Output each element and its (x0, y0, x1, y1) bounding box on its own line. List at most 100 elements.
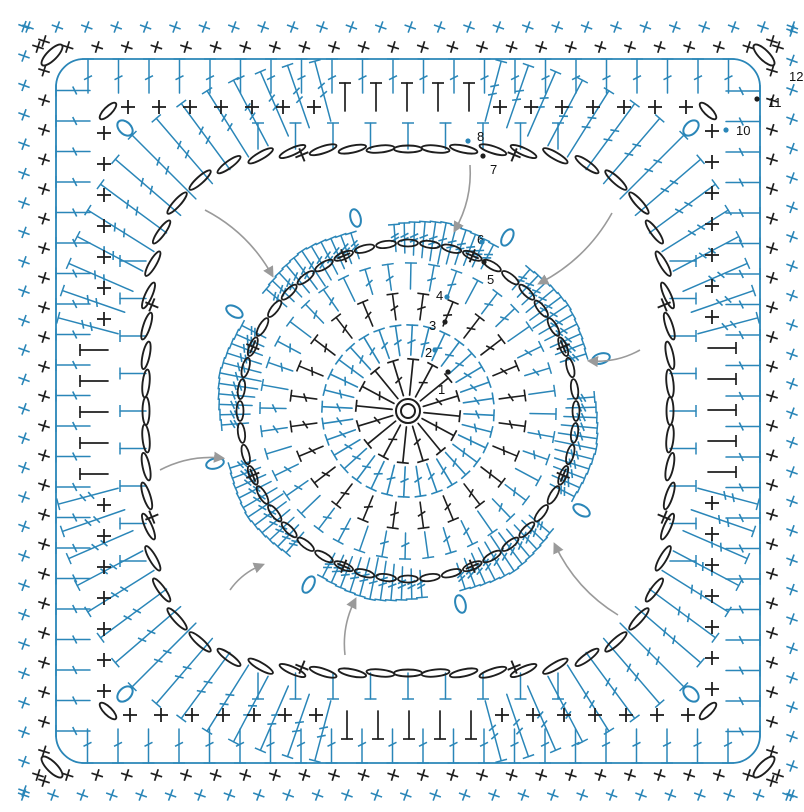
chain-stitch-icon (166, 607, 188, 631)
dc-stitch-icon (310, 466, 336, 489)
chain-stitch-icon (698, 701, 718, 721)
sc-stitch-icon (507, 660, 521, 674)
tr-stitch-icon (505, 62, 535, 129)
tr-stitch-icon (281, 693, 311, 760)
chain-stitch-icon (482, 549, 502, 564)
corner-fan (484, 58, 761, 335)
sc-stitch-icon (555, 100, 569, 114)
tr-stitch-icon (513, 524, 542, 554)
hdc-stitch-icon (464, 277, 484, 305)
tr-stitch-icon (526, 68, 562, 137)
sc-stitch-icon (766, 656, 778, 669)
hdc-stitch-icon (669, 367, 697, 380)
chain-stitch-icon (140, 311, 154, 341)
sc-stitch-icon (298, 41, 311, 53)
dc-stitch-icon (55, 511, 91, 524)
sc-stitch-icon (705, 527, 719, 541)
sc-stitch-icon (47, 789, 59, 801)
sc-stitch-icon (712, 41, 725, 53)
sc-stitch-icon (18, 344, 30, 356)
sc-stitch-icon (51, 21, 64, 33)
tr-stitch-icon (398, 222, 411, 254)
hdc-stitch-icon (707, 466, 737, 478)
sc-stitch-icon (766, 479, 778, 491)
tr-stitch-icon (227, 76, 269, 147)
sc-stitch-icon (786, 436, 798, 449)
hdc-stitch-icon (669, 292, 697, 305)
sc-stitch-icon (135, 789, 148, 801)
sc-stitch-icon (18, 432, 30, 445)
dc-stitch-icon (204, 58, 216, 94)
sc-stitch-icon (705, 620, 719, 634)
hdc-stitch-icon (119, 442, 147, 455)
dc-stitch-icon (358, 380, 395, 405)
chain-stitch-icon (240, 356, 251, 379)
sc-stitch-icon (38, 331, 50, 343)
dc-stitch-icon (358, 333, 381, 364)
chain-stitch-icon (240, 443, 251, 466)
sc-stitch-icon (766, 745, 778, 758)
dc-stitch-icon (725, 725, 761, 738)
dc-stitch-icon (55, 572, 91, 585)
sc-stitch-icon (169, 21, 181, 33)
dc-stitch-icon (324, 429, 357, 446)
sc-stitch-icon (521, 21, 534, 33)
dc-stitch-icon (725, 85, 761, 97)
sc-stitch-icon (18, 20, 30, 33)
round-label-7: 7 (490, 162, 497, 177)
dc-stitch-icon (310, 334, 336, 356)
dc-stitch-icon (399, 532, 412, 560)
tr-stitch-icon (456, 562, 472, 592)
chain-stitch-icon (591, 352, 611, 365)
sc-stitch-icon (786, 377, 798, 390)
tr-stitch-icon (563, 411, 598, 424)
sc-stitch-icon (705, 217, 719, 231)
sc-stitch-icon (766, 627, 778, 639)
hdc-stitch-icon (79, 344, 109, 356)
hdc-stitch-icon (434, 710, 446, 740)
dc-stitch-icon (397, 466, 410, 498)
sc-stitch-icon (298, 769, 311, 781)
dc-stitch-icon (203, 728, 216, 764)
sc-stitch-icon (650, 708, 664, 722)
tr-stitch-icon (553, 457, 592, 475)
sc-stitch-icon (164, 789, 177, 801)
sc-stitch-icon (446, 769, 459, 781)
tr-stitch-icon (238, 319, 267, 339)
sc-stitch-icon (252, 789, 265, 801)
chain-stitch-icon (151, 219, 172, 245)
dc-stitch-icon (498, 389, 527, 402)
hdc-stitch-icon (529, 407, 557, 420)
dc-stitch-icon (356, 728, 368, 764)
dc-stitch-icon (359, 266, 374, 295)
sc-stitch-icon (639, 21, 652, 33)
chain-stitch-icon (144, 250, 162, 277)
chain-stitch-icon (628, 191, 650, 215)
chain-stitch-icon (569, 422, 580, 444)
chain-stitch-icon (509, 144, 538, 159)
dc-stitch-icon (725, 573, 761, 585)
round-start-dot-icon (754, 96, 760, 102)
tr-stitch-icon (648, 588, 720, 643)
tr-stitch-icon (73, 550, 144, 592)
chain-stitch-icon (664, 340, 676, 371)
tr-stitch-icon (59, 508, 126, 538)
sc-stitch-icon (657, 298, 671, 312)
sc-stitch-icon (416, 769, 429, 781)
dc-stitch-icon (234, 58, 247, 94)
sc-stitch-icon (766, 775, 778, 787)
sc-stitch-icon (316, 21, 328, 33)
sc-stitch-icon (786, 466, 798, 478)
tr-stitch-icon (281, 62, 311, 129)
chain-stitch-icon (448, 667, 479, 679)
tr-stitch-icon (334, 555, 354, 591)
dc-stitch-icon (55, 359, 91, 371)
sc-stitch-icon (32, 41, 44, 53)
dc-stitch-icon (463, 313, 485, 339)
sc-stitch-icon (18, 226, 30, 239)
dc-stitch-icon (527, 430, 556, 444)
join-arrow-icon (229, 562, 265, 591)
dc-stitch-icon (492, 359, 521, 377)
sc-stitch-icon (387, 769, 400, 781)
sc-stitch-icon (18, 608, 30, 621)
